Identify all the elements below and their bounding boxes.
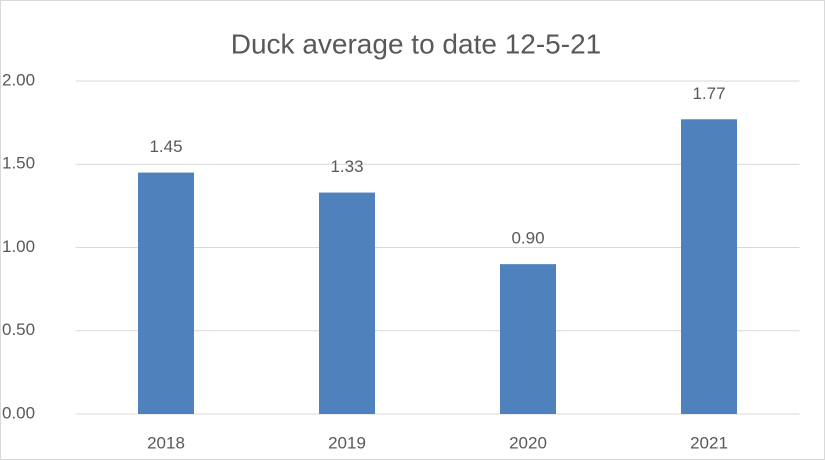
bar	[138, 172, 194, 414]
data-label: 1.77	[692, 84, 725, 103]
bar	[319, 192, 375, 414]
y-tick-label: 0.00	[2, 403, 35, 422]
y-tick-label: 2.00	[2, 70, 35, 89]
data-label: 0.90	[511, 229, 544, 248]
y-tick-label: 0.50	[2, 320, 35, 339]
x-tick-label: 2021	[690, 433, 728, 452]
bar	[681, 119, 737, 415]
bar	[500, 264, 556, 414]
x-tick-label: 2018	[147, 433, 185, 452]
chart-title: Duck average to date 12-5-21	[231, 28, 601, 59]
y-tick-label: 1.50	[2, 154, 35, 173]
x-tick-label: 2020	[509, 433, 547, 452]
data-label: 1.45	[149, 137, 182, 156]
data-label: 1.33	[330, 157, 363, 176]
x-tick-label: 2019	[328, 433, 366, 452]
y-tick-label: 1.00	[2, 237, 35, 256]
